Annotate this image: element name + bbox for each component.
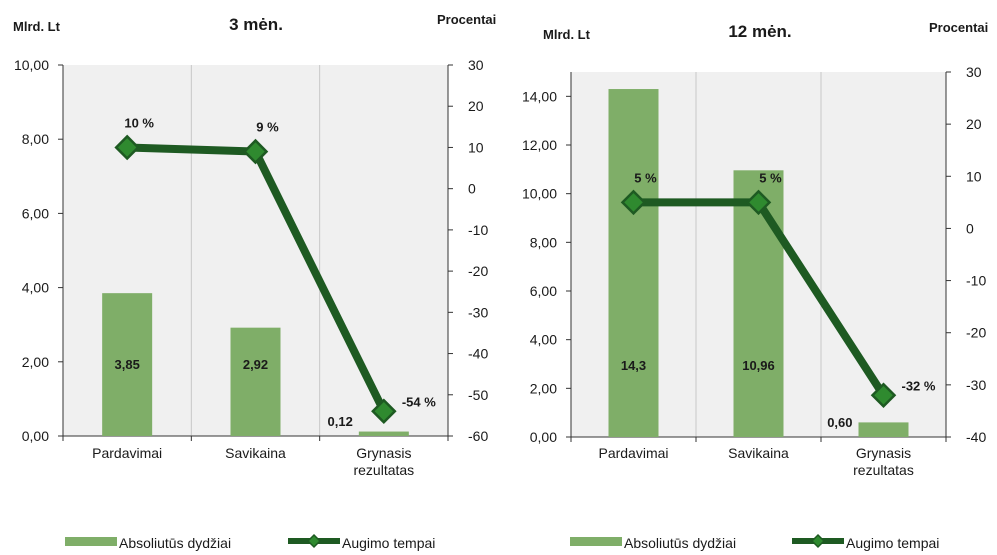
legend-line-marker	[810, 533, 826, 549]
category-label: Savikaina	[728, 445, 789, 461]
category-label: rezultatas	[353, 462, 414, 478]
legend-line-label: Augimo tempai	[342, 535, 435, 551]
line-data-label: 10 %	[124, 115, 154, 130]
bar-data-label: 2,92	[243, 357, 268, 372]
bar	[230, 327, 281, 436]
legend-bar-label: Absoliutūs dydžiai	[624, 535, 736, 551]
right-tick-label: -40	[966, 429, 986, 445]
right-tick-label: 30	[468, 57, 484, 73]
right-tick-label: -30	[966, 377, 986, 393]
line-data-label: 5 %	[634, 170, 657, 185]
growth-marker	[242, 138, 269, 165]
left-tick-label: 10,00	[522, 186, 557, 202]
right-tick-label: -20	[468, 263, 488, 279]
bar	[102, 293, 153, 436]
legend-bar-swatch	[570, 537, 622, 546]
left-tick-label: 2,00	[22, 354, 49, 370]
right-tick-label: -30	[468, 304, 488, 320]
bar-data-label: 14,3	[621, 358, 646, 373]
growth-marker	[114, 134, 140, 161]
right-tick-label: -40	[468, 346, 488, 362]
legend: Absoliutūs dydžiai Augimo tempai	[65, 533, 435, 551]
line-data-label: 9 %	[256, 120, 279, 135]
chart-panel-2: 0,00 2,00 4,00 6,00 8,00 10,00 12,00 14,00 -40 -3…	[522, 20, 988, 551]
category-label: rezultatas	[853, 462, 914, 478]
legend-bar-label: Absoliutūs dydžiai	[119, 535, 231, 551]
left-tick-label: 6,00	[530, 283, 557, 299]
line-data-label: 5 %	[759, 170, 782, 185]
left-tick-label: 14,00	[522, 88, 557, 104]
category-label: Pardavimai	[598, 445, 668, 461]
left-tick-label: 4,00	[22, 280, 49, 296]
growth-marker	[620, 189, 647, 216]
bar	[858, 422, 909, 437]
category-label: Grynasis	[356, 445, 411, 461]
left-axis-label: Mlrd. Lt	[13, 19, 61, 34]
right-tick-label: -50	[468, 387, 488, 403]
left-tick-label: 10,00	[14, 57, 49, 73]
legend-line-marker	[306, 533, 322, 549]
right-tick-label: -20	[966, 325, 986, 341]
right-tick-label: 10	[966, 168, 982, 184]
right-tick-label: -60	[468, 428, 488, 444]
legend-line-label: Augimo tempai	[846, 535, 939, 551]
right-axis-label: Procentai	[437, 12, 496, 27]
legend-bar-swatch	[65, 537, 117, 546]
bar-data-label: 0,60	[827, 415, 852, 430]
growth-marker	[870, 382, 897, 409]
left-tick-label: 0,00	[530, 429, 557, 445]
right-axis-label: Procentai	[929, 20, 988, 35]
right-tick-label: 20	[966, 116, 982, 132]
right-tick-label: 30	[966, 64, 982, 80]
right-tick-label: -10	[468, 222, 488, 238]
left-tick-label: 4,00	[530, 332, 557, 348]
legend: Absoliutūs dydžiai Augimo tempai	[570, 533, 939, 551]
left-tick-label: 12,00	[522, 137, 557, 153]
left-tick-label: 2,00	[530, 380, 557, 396]
growth-marker	[745, 189, 772, 216]
line-data-label: -32 %	[902, 378, 936, 393]
category-label: Pardavimai	[92, 445, 162, 461]
left-tick-label: 8,00	[22, 131, 49, 147]
bar-data-label: 10,96	[742, 358, 775, 373]
left-tick-label: 8,00	[530, 234, 557, 250]
chart-title: 12 mėn.	[728, 22, 791, 41]
bar-data-label: 3,85	[115, 357, 140, 372]
chart-title: 3 mėn.	[229, 15, 283, 34]
left-tick-label: 6,00	[22, 205, 49, 221]
right-tick-label: -10	[966, 273, 986, 289]
bar	[608, 89, 659, 438]
left-tick-label: 0,00	[22, 428, 49, 444]
bar	[358, 431, 409, 436]
bar-data-label: 0,12	[328, 414, 353, 429]
right-tick-label: 20	[468, 98, 484, 114]
right-tick-label: 0	[468, 181, 476, 197]
left-axis-label: Mlrd. Lt	[543, 27, 591, 42]
category-label: Grynasis	[856, 445, 911, 461]
right-tick-label: 0	[966, 220, 974, 236]
right-tick-label: 10	[468, 139, 484, 155]
growth-marker	[371, 398, 397, 425]
line-data-label: -54 %	[402, 394, 436, 409]
chart-panel-1: 0,00 2,00 4,00 6,00 8,00 10,00 -60 -50 -40 -30 -20…	[13, 12, 496, 551]
category-label: Savikaina	[225, 445, 286, 461]
